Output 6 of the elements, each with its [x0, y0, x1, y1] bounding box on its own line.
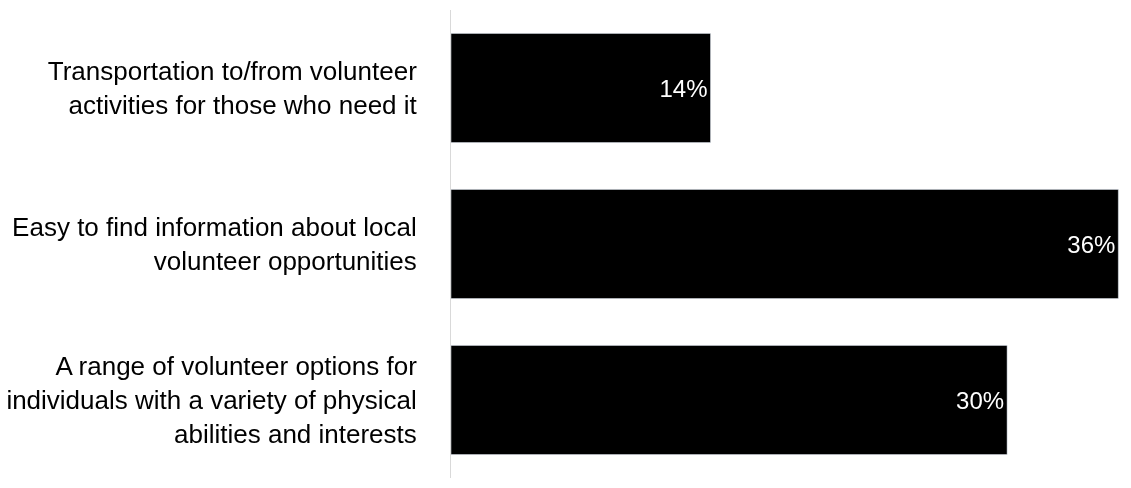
data-label: 14%: [659, 74, 708, 102]
y-tick-label: A range of volunteer options for individuals with a variety of physical abilities and interests: [6, 351, 418, 449]
y-tick-label: Easy to find information about local volunteer opportunities: [12, 212, 417, 276]
data-label: 36%: [1067, 230, 1116, 258]
y-tick-label: Transportation to/from volunteer activities for those who need it: [47, 56, 418, 120]
data-label: 30%: [956, 386, 1005, 414]
